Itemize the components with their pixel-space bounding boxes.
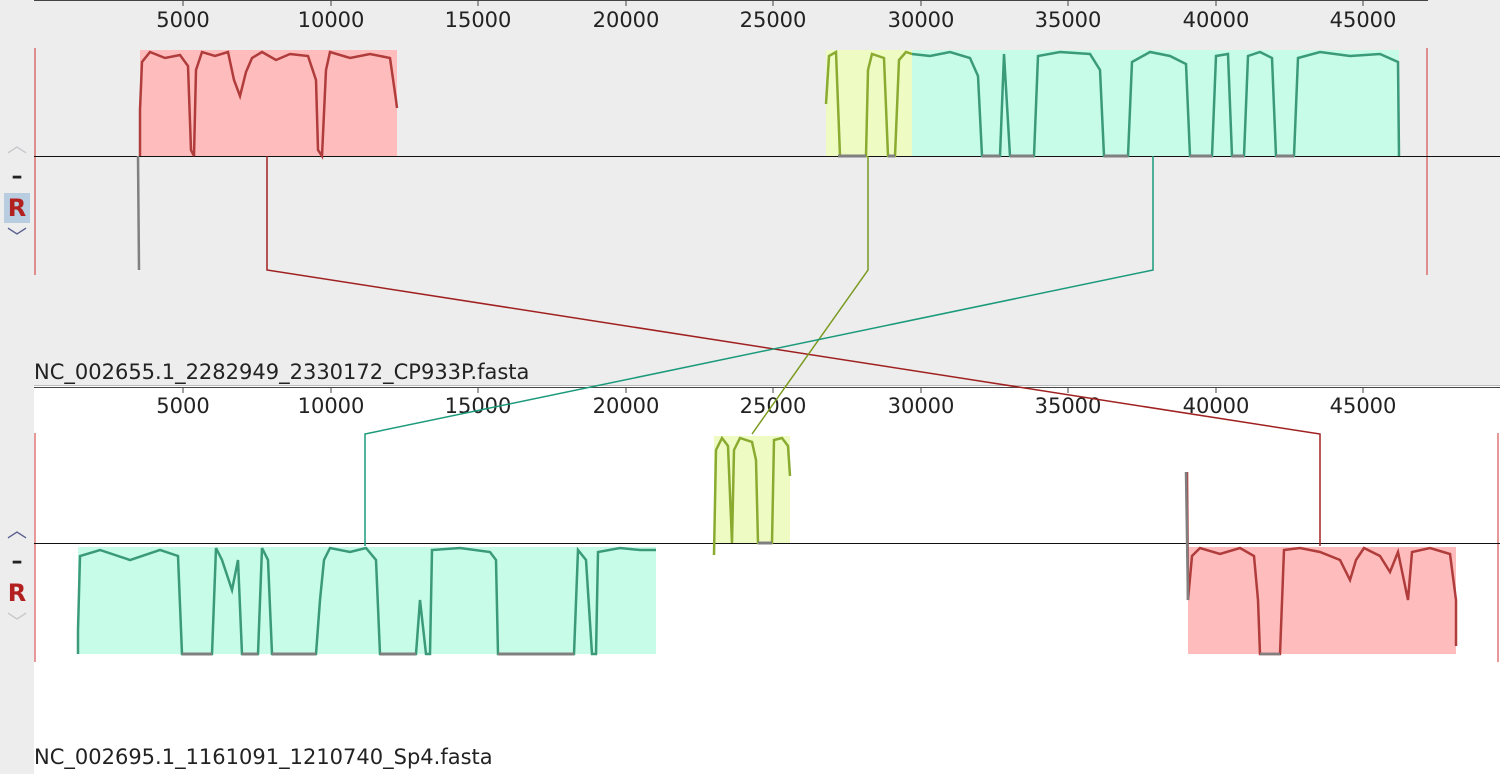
tick-label: 30000 [888, 8, 955, 32]
tick-label: 35000 [1035, 8, 1102, 32]
tick-label: 20000 [593, 8, 660, 32]
lcb-red-block [136, 50, 399, 271]
move-down-icon[interactable]: ﹀ [7, 610, 27, 634]
move-up-icon[interactable]: ︿ [7, 133, 27, 157]
tick-label: 20000 [593, 394, 660, 418]
lcb-red-block [1184, 471, 1458, 656]
lcb-green-connector [364, 156, 1154, 546]
move-down-icon[interactable]: ﹀ [7, 225, 27, 249]
reverse-complement-button[interactable]: R [4, 193, 30, 223]
tick-label: 45000 [1330, 8, 1397, 32]
hide-genome-button[interactable]: – [11, 164, 23, 189]
tick-label: 5000 [156, 394, 209, 418]
genome-1-control-strip: ︿ – R ﹀ [0, 0, 34, 385]
tick-label: 25000 [740, 8, 807, 32]
genome-1-ruler: 5000 10000 15000 20000 25000 30000 35000… [34, 0, 1428, 32]
genome-2-control-strip: ︿ – R ﹀ [0, 385, 34, 774]
genome-2-ruler: 5000 10000 15000 20000 25000 30000 35000… [34, 387, 1500, 418]
hide-genome-button[interactable]: – [11, 549, 23, 574]
reverse-complement-button[interactable]: R [7, 579, 27, 607]
tick-label: 25000 [740, 394, 807, 418]
tick-label: 10000 [298, 394, 365, 418]
tick-label: 45000 [1330, 394, 1397, 418]
tick-label: 5000 [156, 8, 209, 32]
genome-2-name: NC_002695.1_1161091_1210740_Sp4.fasta [34, 745, 493, 770]
lcb-yellow-block [712, 435, 792, 556]
lcb-green-block [838, 50, 1401, 158]
lcb-red-connector [266, 156, 1321, 546]
tick-label: 30000 [888, 394, 955, 418]
tick-label: 15000 [445, 8, 512, 32]
tick-label: 10000 [298, 8, 365, 32]
lcb-yellow-connector [751, 156, 869, 435]
tick-label: 35000 [1035, 394, 1102, 418]
genome-1-name: NC_002655.1_2282949_2330172_CP933P.fasta [34, 360, 529, 385]
lcb-yellow-block [824, 49, 914, 158]
move-up-icon[interactable]: ︿ [7, 518, 27, 542]
tick-label: 40000 [1183, 8, 1250, 32]
lcb-green-block [76, 546, 656, 656]
